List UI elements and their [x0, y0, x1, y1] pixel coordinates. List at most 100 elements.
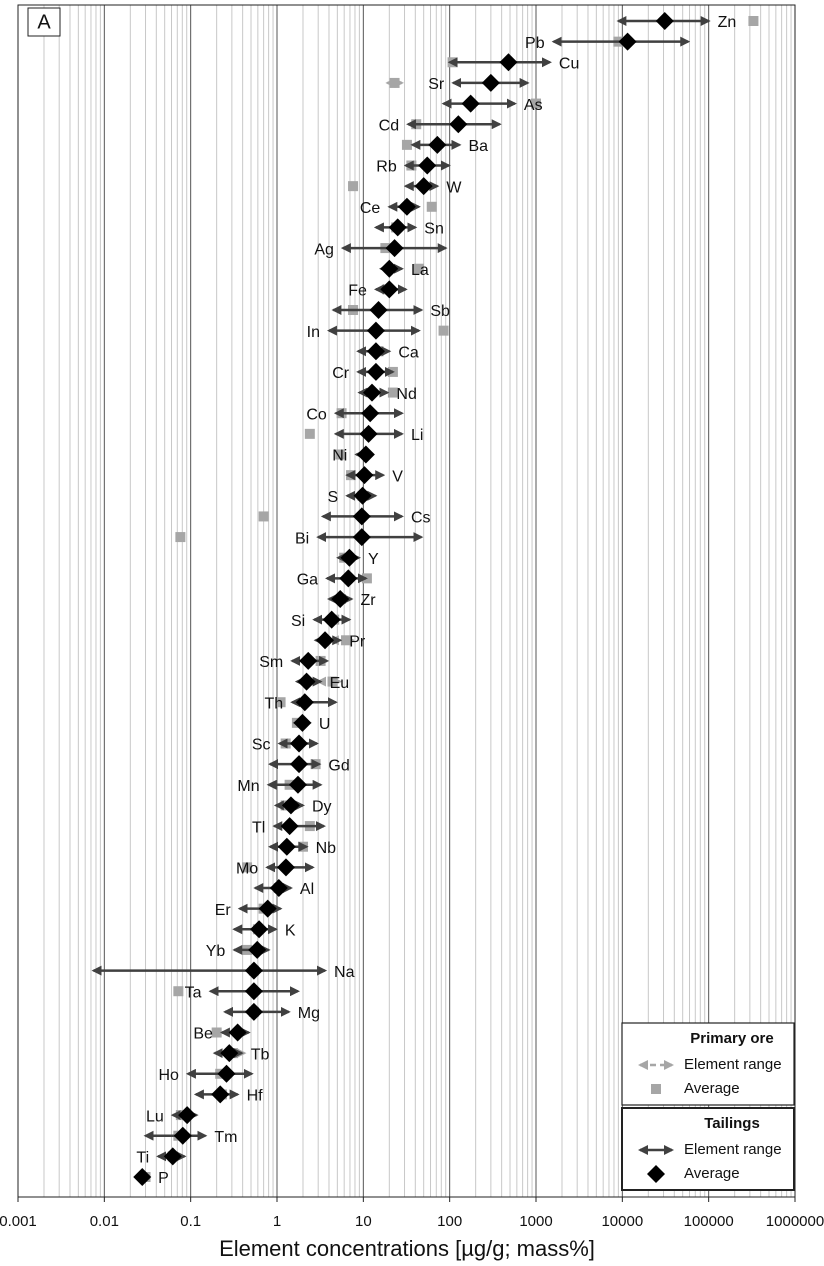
x-tick-label: 10000: [601, 1213, 643, 1230]
average-marker: [366, 362, 385, 381]
average-marker: [418, 156, 437, 175]
average-marker: [388, 218, 407, 237]
element-label: U: [319, 716, 331, 733]
average-marker: [277, 837, 296, 856]
average-marker: [369, 301, 388, 319]
element-label: Eu: [330, 675, 350, 692]
element-label: P: [158, 1170, 169, 1187]
panel-label: A: [37, 11, 51, 33]
average-marker: [276, 858, 295, 877]
legend-label: Element range: [684, 1056, 782, 1073]
legend: Primary ore Element range Average Tailings E…: [621, 1022, 795, 1191]
average-marker: [397, 197, 416, 216]
plot-frame: [17, 4, 796, 1198]
average-marker: [211, 1027, 222, 1038]
average-marker: [163, 1147, 182, 1166]
element-label: Nb: [316, 840, 337, 857]
element-label: Dy: [312, 799, 332, 816]
x-tick-label: 0.01: [90, 1213, 119, 1230]
average-marker: [244, 961, 263, 980]
element-label: Na: [334, 964, 355, 981]
element-label: Cd: [379, 117, 399, 134]
average-marker: [327, 676, 338, 687]
average-marker: [280, 817, 299, 836]
average-marker: [401, 139, 412, 150]
legend-label: Average: [684, 1080, 740, 1097]
average-marker: [258, 899, 277, 918]
average-marker: [499, 53, 518, 72]
average-marker: [655, 12, 674, 30]
element-label: Zn: [718, 14, 737, 31]
x-tick-label: 100000: [684, 1213, 734, 1230]
element-label: Ba: [469, 138, 489, 155]
average-marker: [331, 590, 350, 608]
average-marker: [290, 734, 309, 753]
average-marker: [366, 342, 385, 361]
average-marker: [414, 177, 433, 196]
x-tick-label: 1000000: [766, 1213, 824, 1230]
average-marker: [299, 651, 318, 670]
average-marker: [242, 862, 253, 873]
average-marker: [389, 77, 400, 88]
average-marker: [380, 259, 399, 278]
panel-label-box: [27, 7, 61, 37]
element-label: Zr: [361, 592, 377, 609]
element-label: Mg: [298, 1005, 320, 1022]
x-tick-label: 0.1: [180, 1213, 201, 1230]
average-marker: [258, 511, 269, 522]
element-label: Si: [291, 613, 305, 630]
x-tick-label: 1000: [519, 1213, 552, 1230]
element-label: Er: [215, 902, 232, 919]
legend-title: Tailings: [704, 1115, 760, 1132]
element-label: Ce: [360, 200, 381, 217]
average-marker: [355, 466, 374, 485]
x-tick-label: 100: [437, 1213, 462, 1230]
average-marker: [304, 428, 315, 439]
average-marker: [352, 507, 371, 526]
average-marker: [288, 775, 307, 794]
x-tick-label: 10: [355, 1213, 372, 1230]
average-marker: [618, 32, 637, 51]
average-marker: [356, 445, 375, 464]
average-marker: [248, 940, 267, 959]
element-label: Li: [411, 427, 423, 444]
average-marker: [428, 135, 447, 154]
average-marker: [359, 424, 378, 443]
average-marker: [244, 1002, 263, 1021]
element-label: Lu: [146, 1108, 164, 1125]
element-label: Ca: [398, 345, 419, 362]
average-marker: [461, 94, 480, 113]
element-label: Sr: [428, 76, 445, 93]
average-marker: [173, 986, 184, 997]
average-marker: [220, 1044, 239, 1063]
x-tick-label: 1: [273, 1213, 281, 1230]
average-marker: [380, 280, 399, 299]
average-marker: [340, 548, 359, 567]
x-axis-label: Element concentrations [µg/g; mass%]: [219, 1236, 595, 1261]
average-marker: [438, 325, 449, 336]
element-label: Ag: [314, 241, 334, 258]
average-marker: [449, 115, 468, 134]
legend-label: Average: [684, 1165, 740, 1182]
element-label: Al: [300, 881, 314, 898]
element-label: Ho: [158, 1067, 179, 1084]
element-label: Fe: [348, 283, 367, 300]
element-label: Hf: [247, 1088, 264, 1105]
average-marker: [175, 532, 186, 543]
average-marker: [387, 387, 398, 398]
element-label: As: [524, 97, 543, 114]
element-label: Ni: [332, 448, 347, 465]
average-marker: [178, 1106, 197, 1125]
element-label: Cr: [332, 365, 350, 382]
average-marker: [339, 569, 358, 588]
element-label: Bi: [295, 530, 309, 547]
average-marker: [348, 181, 359, 192]
average-marker: [244, 982, 263, 1001]
element-label: K: [285, 923, 296, 940]
legend-title: Primary ore: [690, 1030, 773, 1047]
average-marker: [647, 1165, 665, 1183]
element-label: Yb: [206, 943, 226, 960]
average-marker: [133, 1168, 152, 1186]
average-marker: [290, 755, 309, 774]
element-label: Mn: [237, 778, 259, 795]
